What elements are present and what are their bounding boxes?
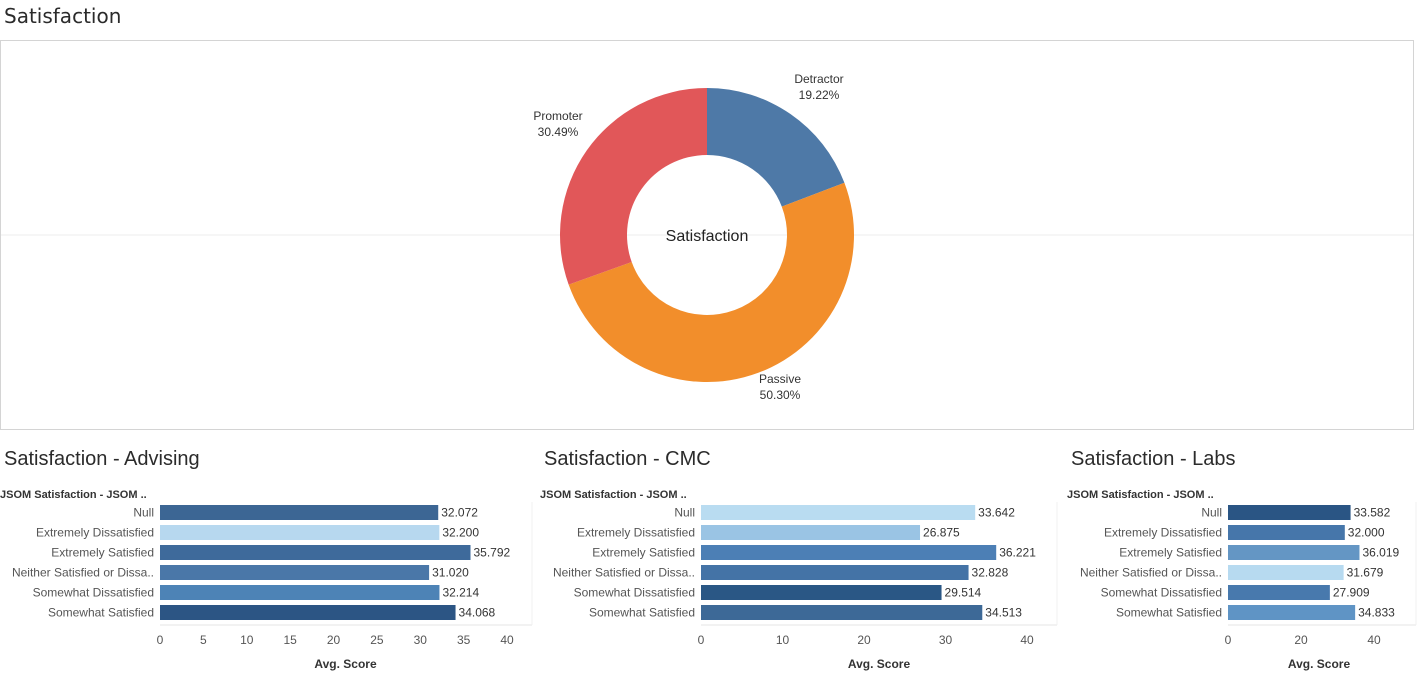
advising-bar-chart[interactable]: Satisfaction - Advising JSOM Satisfaction… (0, 440, 535, 674)
cmc-x-tick-20: 20 (857, 633, 871, 647)
advising-x-tick-15: 15 (283, 633, 297, 647)
advising-category-label-null: Null (133, 506, 154, 520)
cmc-bar-somewhat-dissatisfied[interactable] (701, 585, 942, 600)
advising-category-label-somewhat-satisfied: Somewhat Satisfied (48, 606, 154, 620)
cmc-bar-extremely-satisfied[interactable] (701, 545, 997, 560)
advising-bar-extremely-dissatisfied[interactable] (160, 525, 440, 540)
labs-bar-null[interactable] (1228, 505, 1351, 520)
advising-x-tick-0: 0 (157, 633, 164, 647)
advising-category-label-somewhat-dissatisfied: Somewhat Dissatisfied (33, 586, 154, 600)
labs-row-header: JSOM Satisfaction - JSOM .. (1067, 489, 1214, 501)
cmc-x-tick-30: 30 (939, 633, 953, 647)
cmc-bar-null[interactable] (701, 505, 976, 520)
advising-value-label-extremely-satisfied: 35.792 (473, 546, 510, 560)
advising-value-label-null: 32.072 (441, 506, 478, 520)
cmc-value-label-extremely-dissatisfied: 26.875 (923, 526, 960, 540)
cmc-category-label-somewhat-dissatisfied: Somewhat Dissatisfied (574, 586, 695, 600)
advising-row-header: JSOM Satisfaction - JSOM .. (0, 489, 147, 501)
advising-category-label-extremely-satisfied: Extremely Satisfied (51, 546, 154, 560)
donut-value-detractor: 19.22% (799, 88, 840, 102)
cmc-chart-title: Satisfaction - CMC (544, 448, 711, 470)
cmc-value-label-extremely-satisfied: 36.221 (999, 546, 1036, 560)
cmc-category-label-neither-satisfied-or-dissa: Neither Satisfied or Dissa.. (553, 566, 695, 580)
cmc-bar-somewhat-satisfied[interactable] (701, 605, 983, 620)
cmc-category-label-somewhat-satisfied: Somewhat Satisfied (589, 606, 695, 620)
advising-x-tick-10: 10 (240, 633, 254, 647)
donut-chart-panel: Detractor 19.22% Passive 50.30% Promoter 30.4… (0, 40, 1414, 430)
advising-category-label-extremely-dissatisfied: Extremely Dissatisfied (36, 526, 154, 540)
advising-value-label-somewhat-dissatisfied: 32.214 (442, 586, 479, 600)
advising-x-tick-30: 30 (414, 633, 428, 647)
labs-bar-somewhat-dissatisfied[interactable] (1228, 585, 1330, 600)
donut-center-label: Satisfaction (666, 228, 749, 245)
labs-value-label-null: 33.582 (1354, 506, 1391, 520)
labs-x-axis-title: Avg. Score (1288, 657, 1351, 671)
labs-category-label-null: Null (1201, 506, 1222, 520)
donut-label-detractor: Detractor (794, 72, 843, 86)
labs-value-label-somewhat-dissatisfied: 27.909 (1333, 586, 1370, 600)
labs-category-label-extremely-dissatisfied: Extremely Dissatisfied (1104, 526, 1222, 540)
advising-x-axis-title: Avg. Score (314, 657, 377, 671)
donut-value-passive: 50.30% (760, 388, 801, 402)
advising-x-tick-40: 40 (500, 633, 514, 647)
donut-slice-detractor[interactable] (707, 88, 845, 207)
cmc-value-label-neither-satisfied-or-dissa: 32.828 (972, 566, 1009, 580)
labs-bar-chart[interactable]: Satisfaction - Labs JSOM Satisfaction - J… (1066, 440, 1421, 674)
cmc-bar-extremely-dissatisfied[interactable] (701, 525, 921, 540)
labs-bar-somewhat-satisfied[interactable] (1228, 605, 1356, 620)
donut-chart[interactable]: Detractor 19.22% Passive 50.30% Promoter 30.4… (1, 41, 1413, 429)
labs-bar-panel: Satisfaction - Labs JSOM Satisfaction - J… (1066, 440, 1421, 674)
cmc-bar-chart[interactable]: Satisfaction - CMC JSOM Satisfaction - JS… (540, 440, 1060, 674)
advising-bar-extremely-satisfied[interactable] (160, 545, 471, 560)
labs-value-label-somewhat-satisfied: 34.833 (1358, 606, 1395, 620)
donut-slice-promoter[interactable] (560, 88, 707, 285)
labs-category-label-somewhat-dissatisfied: Somewhat Dissatisfied (1101, 586, 1222, 600)
labs-bar-neither-satisfied-or-dissa[interactable] (1228, 565, 1344, 580)
advising-chart-title: Satisfaction - Advising (4, 448, 200, 470)
page-title: Satisfaction (4, 4, 122, 28)
advising-bar-somewhat-satisfied[interactable] (160, 605, 456, 620)
advising-category-label-neither-satisfied-or-dissa: Neither Satisfied or Dissa.. (12, 566, 154, 580)
labs-value-label-neither-satisfied-or-dissa: 31.679 (1347, 566, 1384, 580)
advising-bar-somewhat-dissatisfied[interactable] (160, 585, 440, 600)
cmc-bar-neither-satisfied-or-dissa[interactable] (701, 565, 969, 580)
labs-category-label-neither-satisfied-or-dissa: Neither Satisfied or Dissa.. (1080, 566, 1222, 580)
cmc-x-tick-10: 10 (776, 633, 790, 647)
labs-bar-extremely-dissatisfied[interactable] (1228, 525, 1345, 540)
cmc-bar-panel: Satisfaction - CMC JSOM Satisfaction - JS… (540, 440, 1060, 674)
advising-bar-neither-satisfied-or-dissa[interactable] (160, 565, 430, 580)
advising-value-label-somewhat-satisfied: 34.068 (459, 606, 496, 620)
cmc-x-tick-0: 0 (698, 633, 705, 647)
advising-x-tick-20: 20 (327, 633, 341, 647)
cmc-x-axis-title: Avg. Score (848, 657, 911, 671)
advising-value-label-extremely-dissatisfied: 32.200 (442, 526, 479, 540)
labs-category-label-somewhat-satisfied: Somewhat Satisfied (1116, 606, 1222, 620)
cmc-value-label-somewhat-dissatisfied: 29.514 (945, 586, 982, 600)
labs-chart-title: Satisfaction - Labs (1071, 448, 1236, 470)
cmc-value-label-null: 33.642 (978, 506, 1015, 520)
cmc-category-label-null: Null (674, 506, 695, 520)
labs-x-tick-0: 0 (1225, 633, 1232, 647)
advising-bar-null[interactable] (160, 505, 439, 520)
donut-label-promoter: Promoter (533, 109, 582, 123)
cmc-x-tick-40: 40 (1020, 633, 1034, 647)
cmc-value-label-somewhat-satisfied: 34.513 (985, 606, 1022, 620)
donut-value-promoter: 30.49% (538, 125, 579, 139)
labs-bar-extremely-satisfied[interactable] (1228, 545, 1360, 560)
advising-value-label-neither-satisfied-or-dissa: 31.020 (432, 566, 469, 580)
donut-label-passive: Passive (759, 372, 801, 386)
labs-x-tick-40: 40 (1367, 633, 1381, 647)
labs-x-tick-20: 20 (1294, 633, 1308, 647)
cmc-category-label-extremely-satisfied: Extremely Satisfied (592, 546, 695, 560)
donut-slice-passive[interactable] (568, 182, 855, 383)
labs-category-label-extremely-satisfied: Extremely Satisfied (1119, 546, 1222, 560)
advising-bar-panel: Satisfaction - Advising JSOM Satisfaction… (0, 440, 535, 674)
advising-x-tick-25: 25 (370, 633, 384, 647)
advising-x-tick-35: 35 (457, 633, 471, 647)
cmc-row-header: JSOM Satisfaction - JSOM .. (540, 489, 687, 501)
labs-value-label-extremely-satisfied: 36.019 (1362, 546, 1399, 560)
cmc-category-label-extremely-dissatisfied: Extremely Dissatisfied (577, 526, 695, 540)
advising-x-tick-5: 5 (200, 633, 207, 647)
labs-value-label-extremely-dissatisfied: 32.000 (1348, 526, 1385, 540)
